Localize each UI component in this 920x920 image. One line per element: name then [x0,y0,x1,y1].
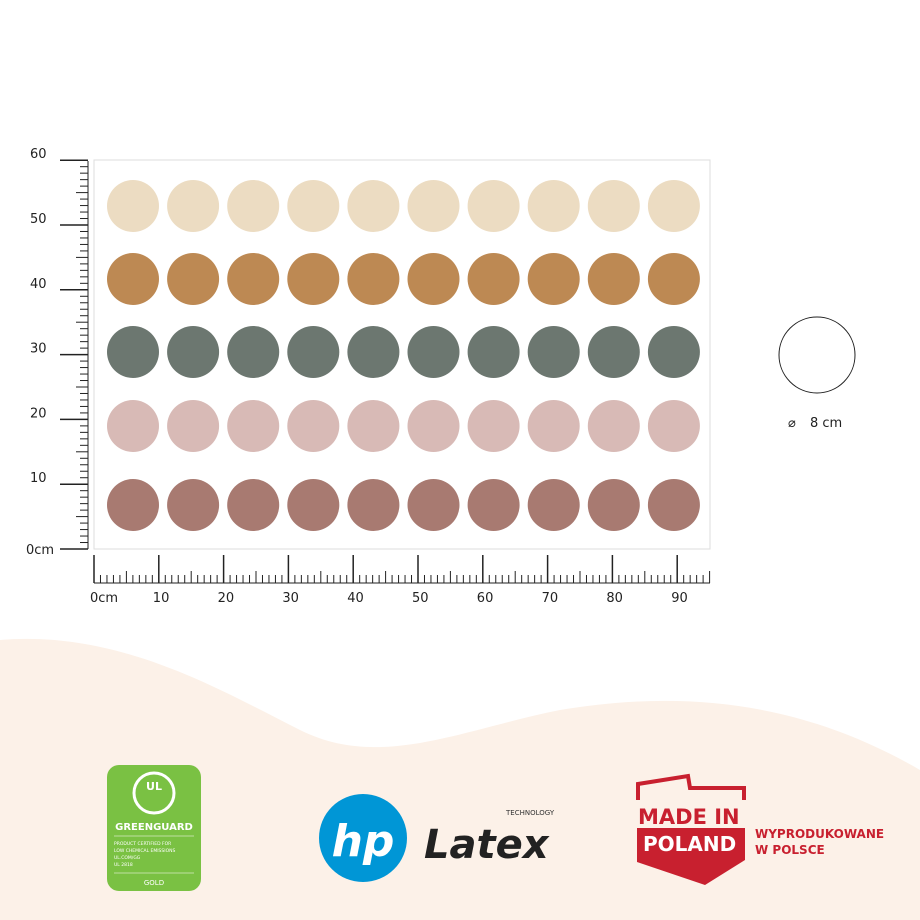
felt-circle [467,326,520,378]
felt-circle [647,479,700,531]
hp-mark: hp [332,816,395,867]
diameter-label: 8 cm [810,416,842,431]
felt-circle [287,253,340,305]
y-tick-label: 30 [30,342,47,357]
felt-circle [587,326,640,378]
felt-circle [347,253,400,305]
y-tick-label: 50 [30,212,47,227]
felt-circle [647,180,700,232]
felt-circle [107,253,159,305]
felt-circle [227,479,280,531]
y-tick-label: 60 [30,147,47,162]
technology-label: TECHNOLOGY [505,809,555,817]
horizontal-ruler: 0cm 10 20 30 40 50 60 70 80 90 [90,555,711,606]
felt-circle [287,326,340,378]
felt-circle [287,400,340,452]
felt-circle [527,326,580,378]
x-tick-label: 40 [347,591,364,606]
y-tick-label: 0cm [26,543,54,558]
felt-circle [167,326,220,378]
x-tick-label: 80 [606,591,623,606]
felt-circle [527,180,580,232]
felt-circle [647,253,700,305]
felt-circle [407,253,460,305]
felt-circle [347,400,400,452]
felt-circle [347,479,400,531]
y-tick-label: 40 [30,277,47,292]
felt-circle [287,180,340,232]
felt-circle [107,479,159,531]
x-tick-label: 10 [153,591,170,606]
felt-circle [587,400,640,452]
felt-circle [527,400,580,452]
felt-circle [467,180,520,232]
felt-circle [167,253,220,305]
greenguard-logo: UL GREENGUARD PRODUCT CERTIFIED FOR LOW … [107,765,201,891]
y-tick-label: 10 [30,471,47,486]
made-in-text: MADE IN [638,805,740,829]
felt-circle [227,400,280,452]
x-tick-label: 30 [282,591,299,606]
x-tick-label: 60 [477,591,494,606]
felt-circle [407,180,460,232]
felt-circle [167,180,220,232]
felt-circle [227,326,280,378]
x-tick-label: 70 [542,591,559,606]
felt-circle [167,479,220,531]
diameter-symbol: ⌀ [788,416,796,431]
y-tick-label: 20 [30,406,47,421]
x-tick-label: 20 [218,591,235,606]
cert-line: PRODUCT CERTIFIED FOR [114,841,171,847]
felt-circle [467,479,520,531]
hp-latex-logo: hp Latex TECHNOLOGY [319,794,555,882]
cert-line: LOW CHEMICAL EMISSIONS [114,848,176,854]
felt-circle [347,326,400,378]
made-in-poland-logo: MADE IN POLAND WYPRODUKOWANE W POLSCE [636,773,884,885]
tagline-1: WYPRODUKOWANE [755,827,884,841]
felt-circle [647,400,700,452]
greenguard-brand: GREENGUARD [115,822,193,833]
felt-circle [107,400,159,452]
felt-circle [407,479,460,531]
felt-circle [467,253,520,305]
felt-circle [167,400,220,452]
greenguard-level: GOLD [144,879,164,887]
circle-grid [107,180,700,531]
felt-circle [527,253,580,305]
felt-circle [227,253,280,305]
felt-circle [587,479,640,531]
felt-circle [227,180,280,232]
felt-circle [647,326,700,378]
felt-circle [407,326,460,378]
cert-line: UL.COM/GG [114,855,141,861]
felt-circle [587,253,640,305]
x-tick-label: 90 [671,591,688,606]
felt-circle [527,479,580,531]
cert-line: UL 2818 [114,862,133,868]
felt-circle [347,180,400,232]
felt-circle [587,180,640,232]
felt-circle [467,400,520,452]
vertical-ruler: 0cm 10 20 30 40 50 60 [26,147,89,558]
tagline-2: W POLSCE [755,843,825,857]
felt-circle [107,180,159,232]
x-tick-label: 50 [412,591,429,606]
poland-text: POLAND [643,832,736,856]
ul-mark: UL [146,780,162,793]
felt-circle [407,400,460,452]
felt-circle [107,326,159,378]
x-tick-label: 0cm [90,591,118,606]
size-reference-circle [778,316,856,394]
latex-wordmark: Latex [424,822,550,868]
felt-circle [287,479,340,531]
